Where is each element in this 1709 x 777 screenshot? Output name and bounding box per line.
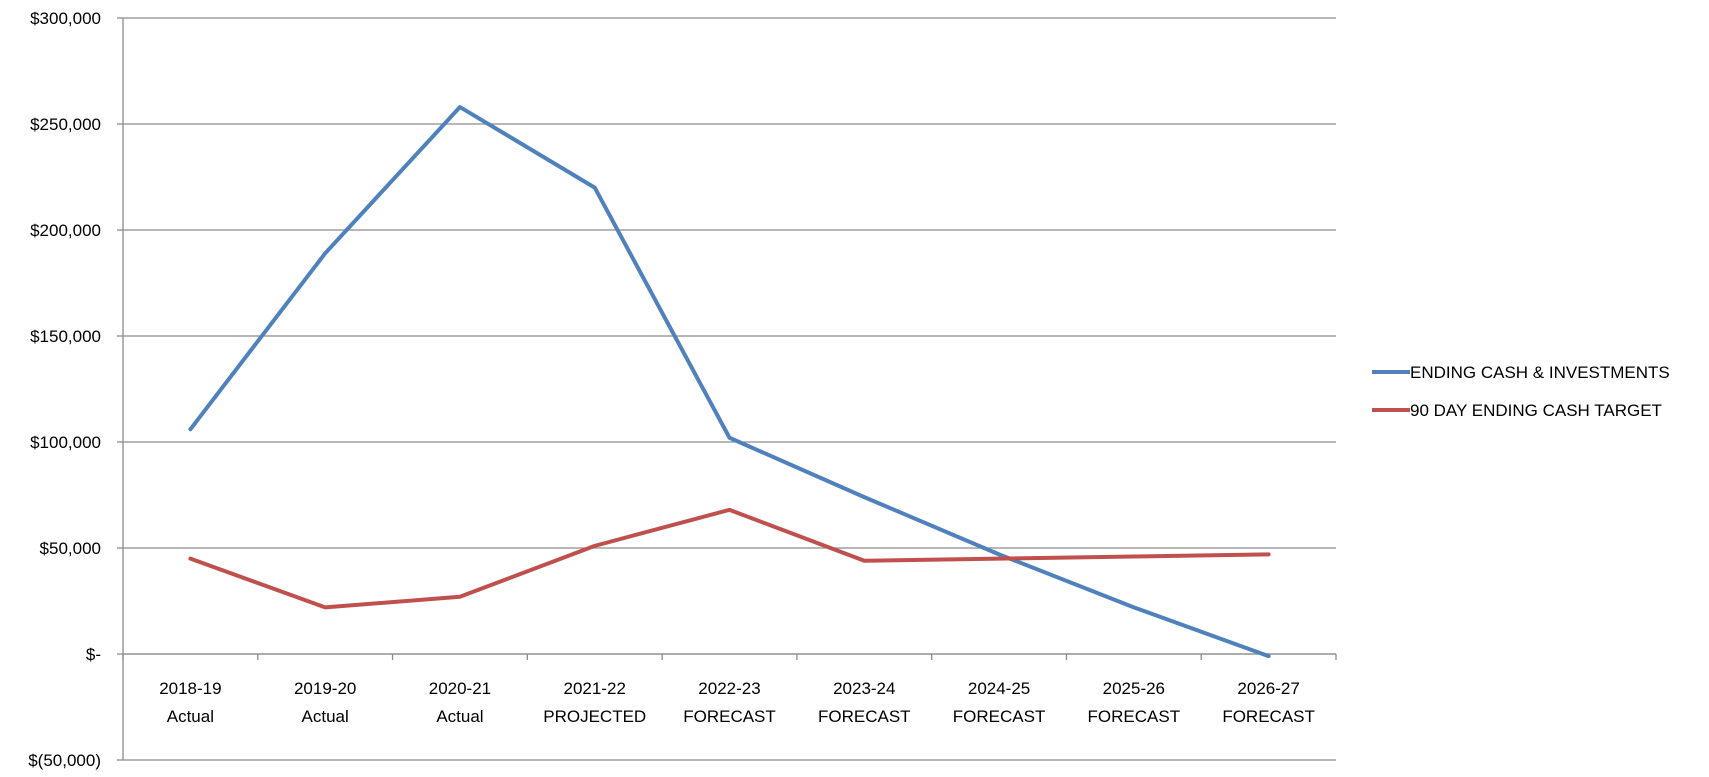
x-tick-label: 2022-23 FORECAST: [683, 679, 776, 726]
y-tick-label: $(50,000): [28, 751, 101, 770]
series-line-1: [188, 105, 1271, 659]
series-lines: [188, 105, 1271, 659]
x-tick-label: 2026-27 FORECAST: [1222, 679, 1315, 726]
legend: ENDING CASH & INVESTMENTS 90 DAY ENDING C…: [1372, 363, 1670, 420]
y-axis-tick-labels: $(50,000) $- $50,000 $100,000 $150,000 $200,0…: [28, 9, 101, 770]
gridlines: [123, 17, 1336, 761]
y-tick-label: $250,000: [30, 115, 101, 134]
x-tick-label: 2018-19 Actual: [159, 679, 221, 726]
y-tick-label: $150,000: [30, 327, 101, 346]
x-tick-label: 2025-26 FORECAST: [1088, 679, 1181, 726]
x-tick-label: 2024-25 FORECAST: [953, 679, 1046, 726]
x-tick-label: 2019-20 Actual: [294, 679, 356, 726]
legend-label: 90 DAY ENDING CASH TARGET: [1410, 401, 1662, 420]
y-tick-label: $200,000: [30, 221, 101, 240]
x-tick-label: 2020-21 Actual: [429, 679, 491, 726]
series-line-2: [188, 507, 1271, 610]
x-tick-label: 2021-22 PROJECTED: [543, 679, 646, 726]
x-tick-label: 2023-24 FORECAST: [818, 679, 911, 726]
y-tick-label: $300,000: [30, 9, 101, 28]
y-tick-label: $50,000: [40, 539, 101, 558]
legend-label: ENDING CASH & INVESTMENTS: [1410, 363, 1670, 382]
x-axis-tick-labels: 2018-19 Actual 2019-20 Actual 2020-21 Actual 2…: [159, 679, 1315, 726]
axes: [117, 17, 1337, 761]
y-tick-label: $100,000: [30, 433, 101, 452]
y-tick-label: $-: [86, 645, 101, 664]
